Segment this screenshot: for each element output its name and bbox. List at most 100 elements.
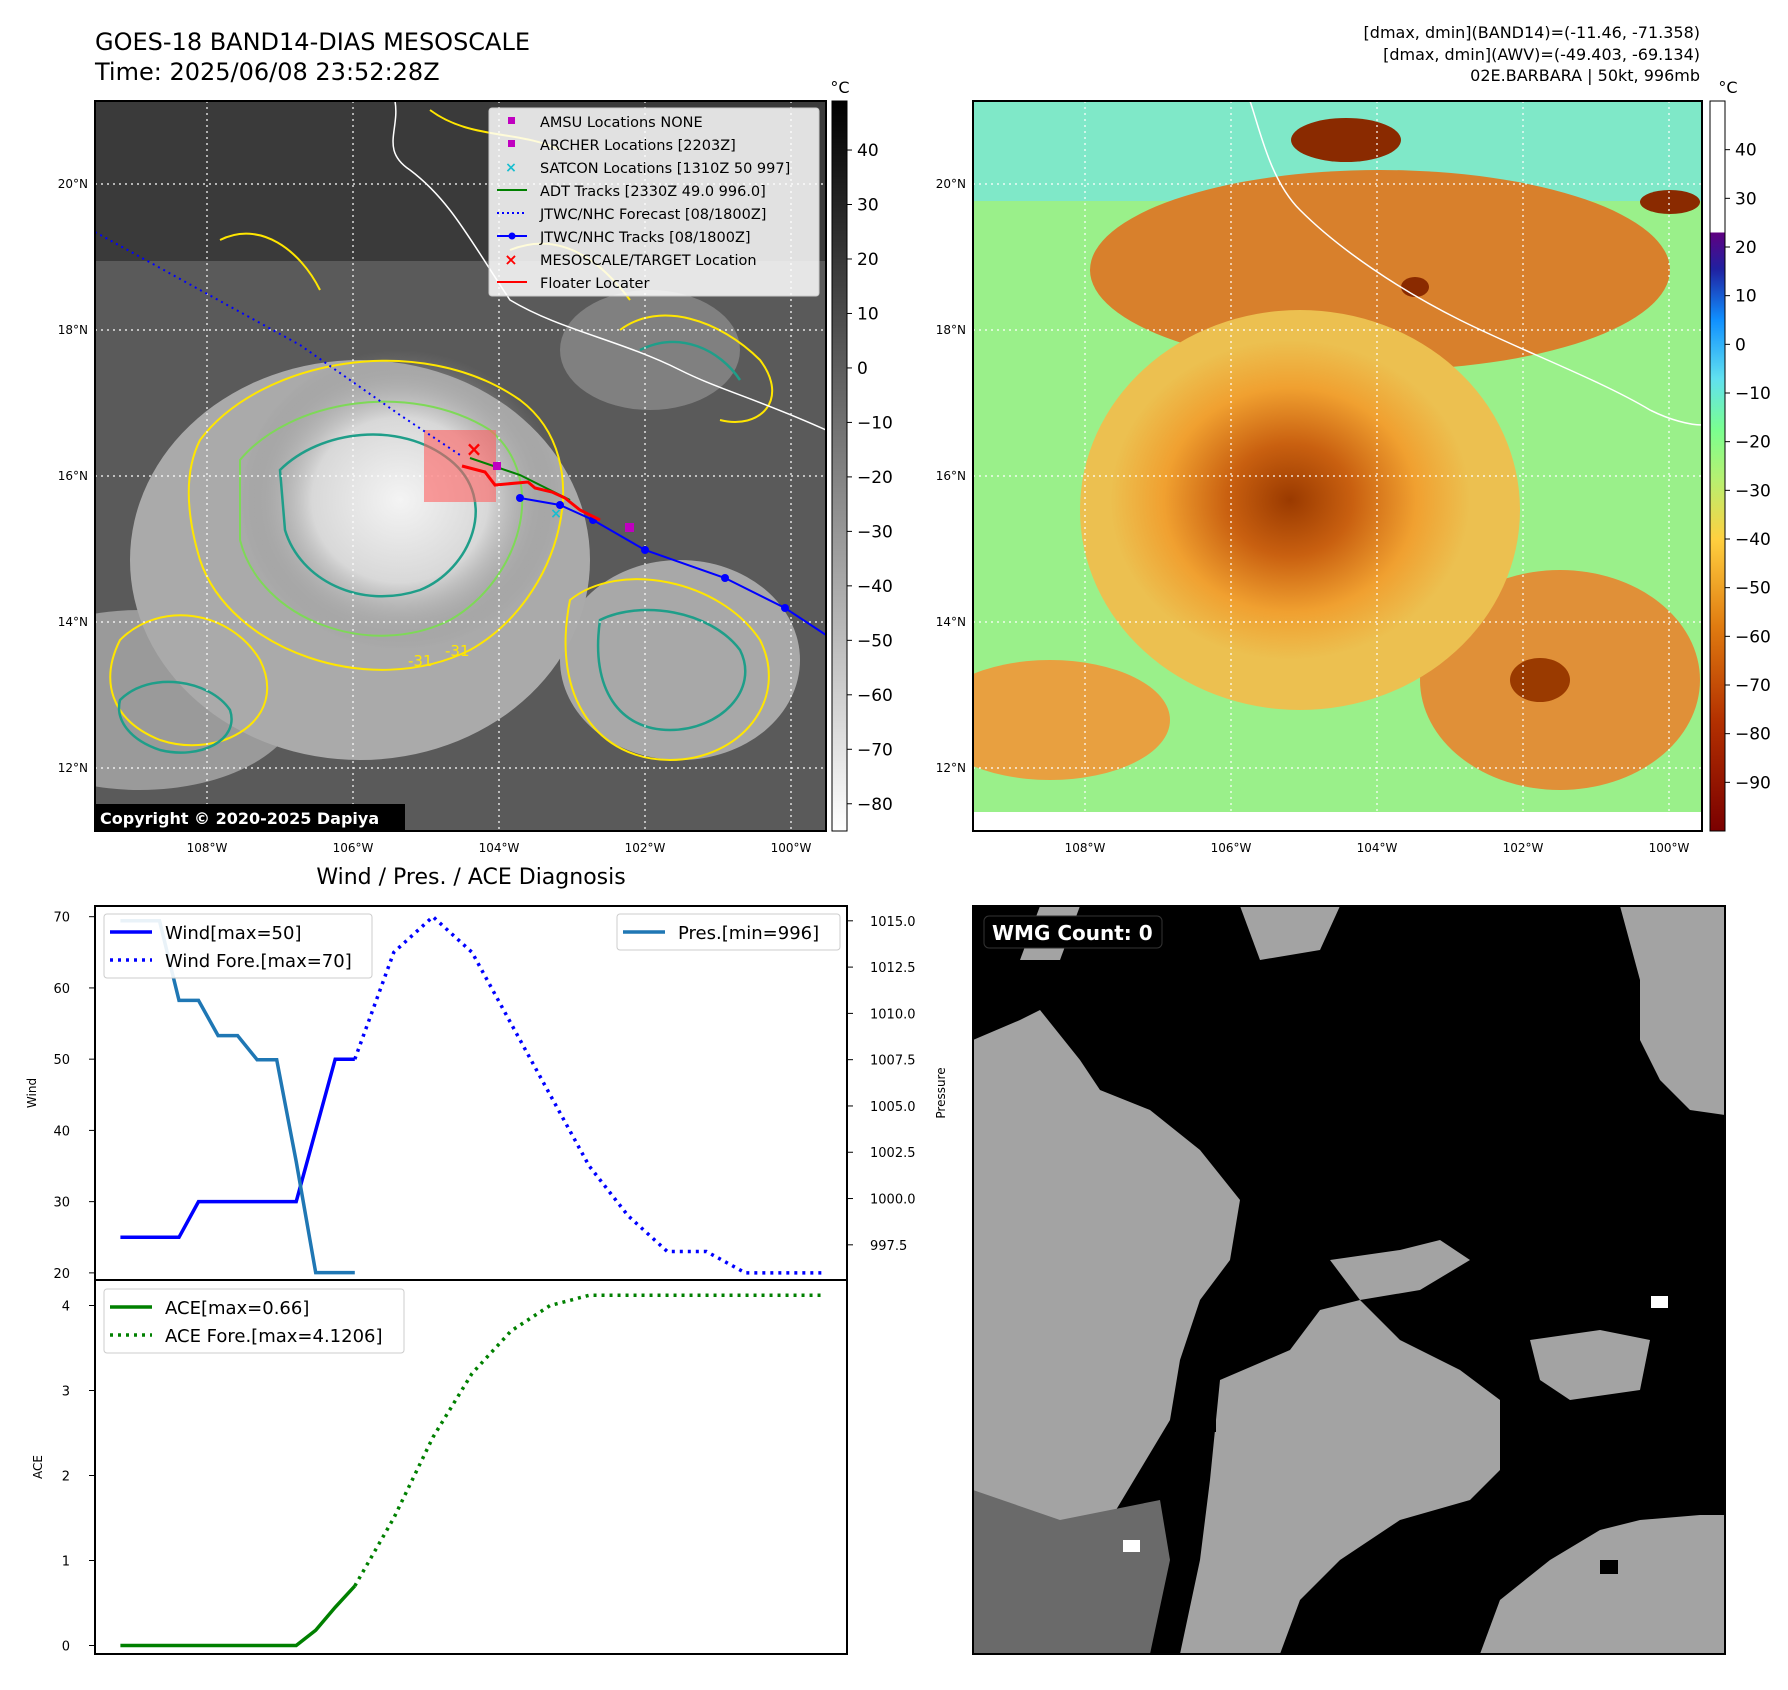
y-tick: 1	[62, 1555, 70, 1570]
awv-map: 108°W 106°W 104°W 102°W 100°W 20°N 18°N …	[936, 100, 1703, 855]
y-tick-right: 1007.5	[870, 1054, 916, 1069]
colorbar-tick: −50	[857, 631, 893, 651]
y-tick-right: 1015.0	[870, 915, 916, 930]
colorbar-tick: −80	[1735, 725, 1771, 745]
legend-entry: AMSU Locations NONE	[540, 115, 703, 131]
colorbar-tick: 30	[857, 196, 879, 216]
colorbar-tick: −50	[1735, 579, 1771, 599]
colorbar-tick: −20	[1735, 433, 1771, 453]
lat-tick: 18°N	[936, 323, 966, 337]
ace-axis-label: ACE	[31, 1455, 45, 1479]
svg-text:×: ×	[466, 437, 483, 461]
colorbar-tick: −60	[1735, 627, 1771, 647]
pressure-legend: Pres.[min=996]	[616, 913, 841, 951]
colorbar-tick: 10	[857, 304, 879, 324]
colorbar-tick: −70	[1735, 676, 1771, 696]
y-tick: 2	[62, 1470, 70, 1485]
y-tick: 20	[53, 1267, 70, 1282]
floater-track	[461, 464, 601, 522]
lat-tick: 12°N	[936, 761, 966, 775]
lon-tick: 108°W	[187, 841, 228, 855]
legend-entry: Wind Fore.[max=70]	[165, 951, 352, 972]
legend-entry: ACE Fore.[max=4.1206]	[165, 1326, 383, 1347]
copyright: Copyright © 2020-2025 Dapiya	[100, 809, 379, 828]
lon-tick: 106°W	[333, 841, 374, 855]
contour-label: -31	[408, 652, 433, 670]
colorbar-tick: −40	[857, 577, 893, 597]
legend-entry: JTWC/NHC Tracks [08/1800Z]	[539, 230, 751, 246]
stats-band14: [dmax, dmin](BAND14)=(-11.46, -71.358)	[1364, 23, 1700, 42]
colorbar-tick: −10	[857, 413, 893, 433]
lon-tick: 108°W	[1065, 841, 1106, 855]
wmg-label-box	[983, 915, 1163, 949]
awv-colorbar: °C 40 30 20 10 0 −10 −20 −30 −40 −50 −60 −70 −80 −90	[1709, 78, 1771, 832]
series-line-1-1	[353, 1293, 824, 1587]
legend-entry: ARCHER Locations [2203Z]	[540, 138, 736, 154]
y-tick: 40	[53, 1124, 70, 1139]
colorbar-tick: −90	[1735, 773, 1771, 793]
series-line-0-0	[120, 1057, 355, 1240]
colorbar-tick: 10	[1735, 287, 1757, 307]
contour-label: -31	[445, 642, 470, 660]
forecast-track	[95, 231, 461, 456]
lat-tick: 12°N	[58, 761, 88, 775]
legend-entry: Pres.[min=996]	[678, 923, 819, 944]
diagnosis-title: Wind / Pres. / ACE Diagnosis	[316, 865, 625, 890]
wind-axis-label: Wind	[25, 1078, 39, 1108]
svg-text:×: ×	[550, 506, 562, 522]
colorbar-tick: 20	[1735, 238, 1757, 258]
series-line-1-0	[120, 1584, 357, 1648]
y-tick: 0	[62, 1640, 70, 1655]
y-tick-right: 1012.5	[870, 961, 916, 976]
lat-tick: 16°N	[58, 469, 88, 483]
legend-entry: ADT Tracks [2330Z 49.0 996.0]	[540, 184, 766, 200]
lon-tick: 100°W	[771, 841, 812, 855]
storm-info: 02E.BARBARA | 50kt, 996mb	[1470, 66, 1700, 85]
colorbar-tick: 40	[857, 141, 879, 161]
legend-entry: JTWC/NHC Forecast [08/1800Z]	[539, 207, 766, 223]
y-tick-right: 997.5	[870, 1239, 907, 1254]
ace-panel: 4 3 2 1 0 ACE ACE[max=0.66] ACE Fore.[max=4.…	[31, 1279, 848, 1655]
colorbar-tick: −10	[1735, 384, 1771, 404]
legend-entry: SATCON Locations [1310Z 50 997]	[540, 161, 790, 177]
ir-legend: AMSU Locations NONE ARCHER Locations [22…	[488, 107, 820, 297]
ir-satellite-map: × × -31 -31 Copyright © 2020-2025 Dapiya…	[58, 100, 827, 855]
colorbar-tick: 0	[857, 359, 868, 379]
colorbar-tick: −20	[857, 468, 893, 488]
colorbar-tick: −30	[857, 522, 893, 542]
wind-pressure-panel: 70 60 50 40 30 20 1015.0 1012.5 1010.0 1007.5 100…	[25, 905, 948, 1282]
colorbar-unit: °C	[1718, 78, 1737, 97]
figure-title: GOES-18 BAND14-DIAS MESOSCALE	[95, 28, 530, 56]
colorbar-unit: °C	[830, 78, 849, 97]
colorbar-tick: −80	[857, 795, 893, 815]
figure-time: Time: 2025/06/08 23:52:28Z	[94, 58, 440, 86]
ir-colorbar: °C 40 30 20 10 0 −10 −20 −30 −40 −50 −60 −70 −80	[830, 78, 893, 832]
svg-text:×: ×	[505, 160, 517, 176]
lat-tick: 14°N	[58, 615, 88, 629]
legend-entry: ACE[max=0.66]	[165, 1298, 309, 1319]
y-tick: 4	[62, 1300, 70, 1315]
lon-tick: 102°W	[625, 841, 666, 855]
colorbar-tick: 0	[1735, 335, 1746, 355]
y-tick-right: 1002.5	[870, 1146, 916, 1161]
lon-tick: 102°W	[1503, 841, 1544, 855]
wmg-count-label: WMG Count: 0	[992, 921, 1153, 945]
lon-tick: 104°W	[479, 841, 520, 855]
lat-tick: 20°N	[58, 177, 88, 191]
lat-tick: 20°N	[936, 177, 966, 191]
lon-tick: 104°W	[1357, 841, 1398, 855]
colorbar-tick: −40	[1735, 530, 1771, 550]
legend-entry: Wind[max=50]	[165, 923, 302, 944]
colorbar-tick: −70	[857, 740, 893, 760]
pressure-axis-label: Pressure	[934, 1067, 948, 1118]
lon-tick: 106°W	[1211, 841, 1252, 855]
copyright-box	[95, 804, 405, 831]
colorbar-tick: 30	[1735, 189, 1757, 209]
lat-tick: 14°N	[936, 615, 966, 629]
y-tick: 3	[62, 1385, 70, 1400]
wmg-panel: WMG Count: 0	[972, 905, 1726, 1655]
colorbar-tick: −30	[1735, 481, 1771, 501]
y-tick: 30	[53, 1196, 70, 1211]
legend-entry: Floater Locater	[540, 276, 649, 292]
